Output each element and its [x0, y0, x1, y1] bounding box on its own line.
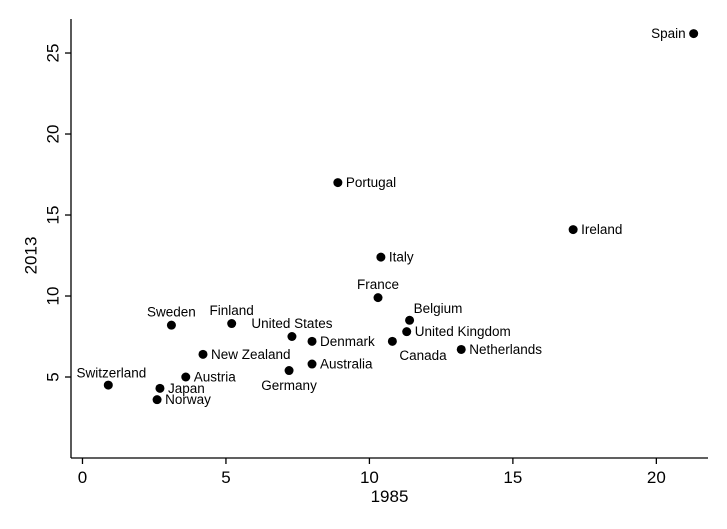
point-label-france: France: [357, 277, 399, 292]
point-france: [373, 293, 383, 303]
point-denmark: [307, 336, 317, 346]
point-label-canada: Canada: [399, 348, 447, 363]
point-label-italy: Italy: [389, 250, 414, 265]
point-label-spain: Spain: [651, 26, 686, 41]
y-tick-label: 25: [44, 44, 63, 63]
point-germany: [284, 366, 294, 376]
point-netherlands: [456, 344, 466, 354]
point-label-united-kingdom: United Kingdom: [415, 324, 511, 339]
point-label-portugal: Portugal: [346, 175, 396, 190]
point-label-new-zealand: New Zealand: [211, 347, 291, 362]
x-tick-label: 10: [360, 468, 379, 487]
x-ticks: 0 5 10 15 20: [78, 458, 666, 487]
point-label-united-states: United States: [251, 316, 332, 331]
point-label-belgium: Belgium: [414, 301, 463, 316]
point-label-switzerland: Switzerland: [77, 366, 147, 381]
point-label-norway: Norway: [165, 392, 211, 407]
y-tick-label: 10: [44, 287, 63, 306]
point-sweden: [166, 320, 176, 330]
point-united-kingdom: [402, 327, 412, 337]
axes: [70, 19, 708, 459]
point-label-sweden: Sweden: [147, 305, 196, 320]
point-label-finland: Finland: [210, 303, 254, 318]
point-spain: [689, 29, 699, 39]
y-tick-label: 15: [44, 206, 63, 225]
point-label-japan: Japan: [168, 381, 205, 396]
point-austria: [181, 372, 191, 382]
point-italy: [376, 252, 386, 262]
x-tick-label: 5: [221, 468, 230, 487]
x-axis-title: 1985: [371, 487, 409, 506]
y-ticks: 5 10 15 20 25: [44, 44, 71, 382]
x-tick-label: 0: [78, 468, 87, 487]
point-finland: [227, 319, 237, 329]
point-new-zealand: [198, 349, 208, 359]
point-ireland: [568, 225, 578, 235]
point-norway: [152, 395, 162, 405]
point-belgium: [405, 315, 415, 325]
point-portugal: [333, 178, 343, 188]
data-points: Spain Portugal Ireland Italy France Belgium Un…: [77, 26, 699, 407]
point-label-denmark: Denmark: [320, 334, 375, 349]
x-tick-label: 15: [503, 468, 522, 487]
point-switzerland: [103, 380, 113, 390]
point-label-australia: Australia: [320, 357, 373, 372]
point-label-netherlands: Netherlands: [469, 342, 542, 357]
point-label-austria: Austria: [194, 370, 237, 385]
point-label-germany: Germany: [261, 378, 317, 393]
point-united-states: [287, 332, 297, 342]
point-canada: [387, 336, 397, 346]
y-tick-label: 5: [44, 372, 63, 381]
y-tick-label: 20: [44, 125, 63, 144]
y-axis-title: 2013: [22, 237, 41, 275]
point-label-ireland: Ireland: [581, 222, 622, 237]
point-australia: [307, 359, 317, 369]
x-tick-label: 20: [647, 468, 666, 487]
point-japan: [155, 383, 165, 393]
